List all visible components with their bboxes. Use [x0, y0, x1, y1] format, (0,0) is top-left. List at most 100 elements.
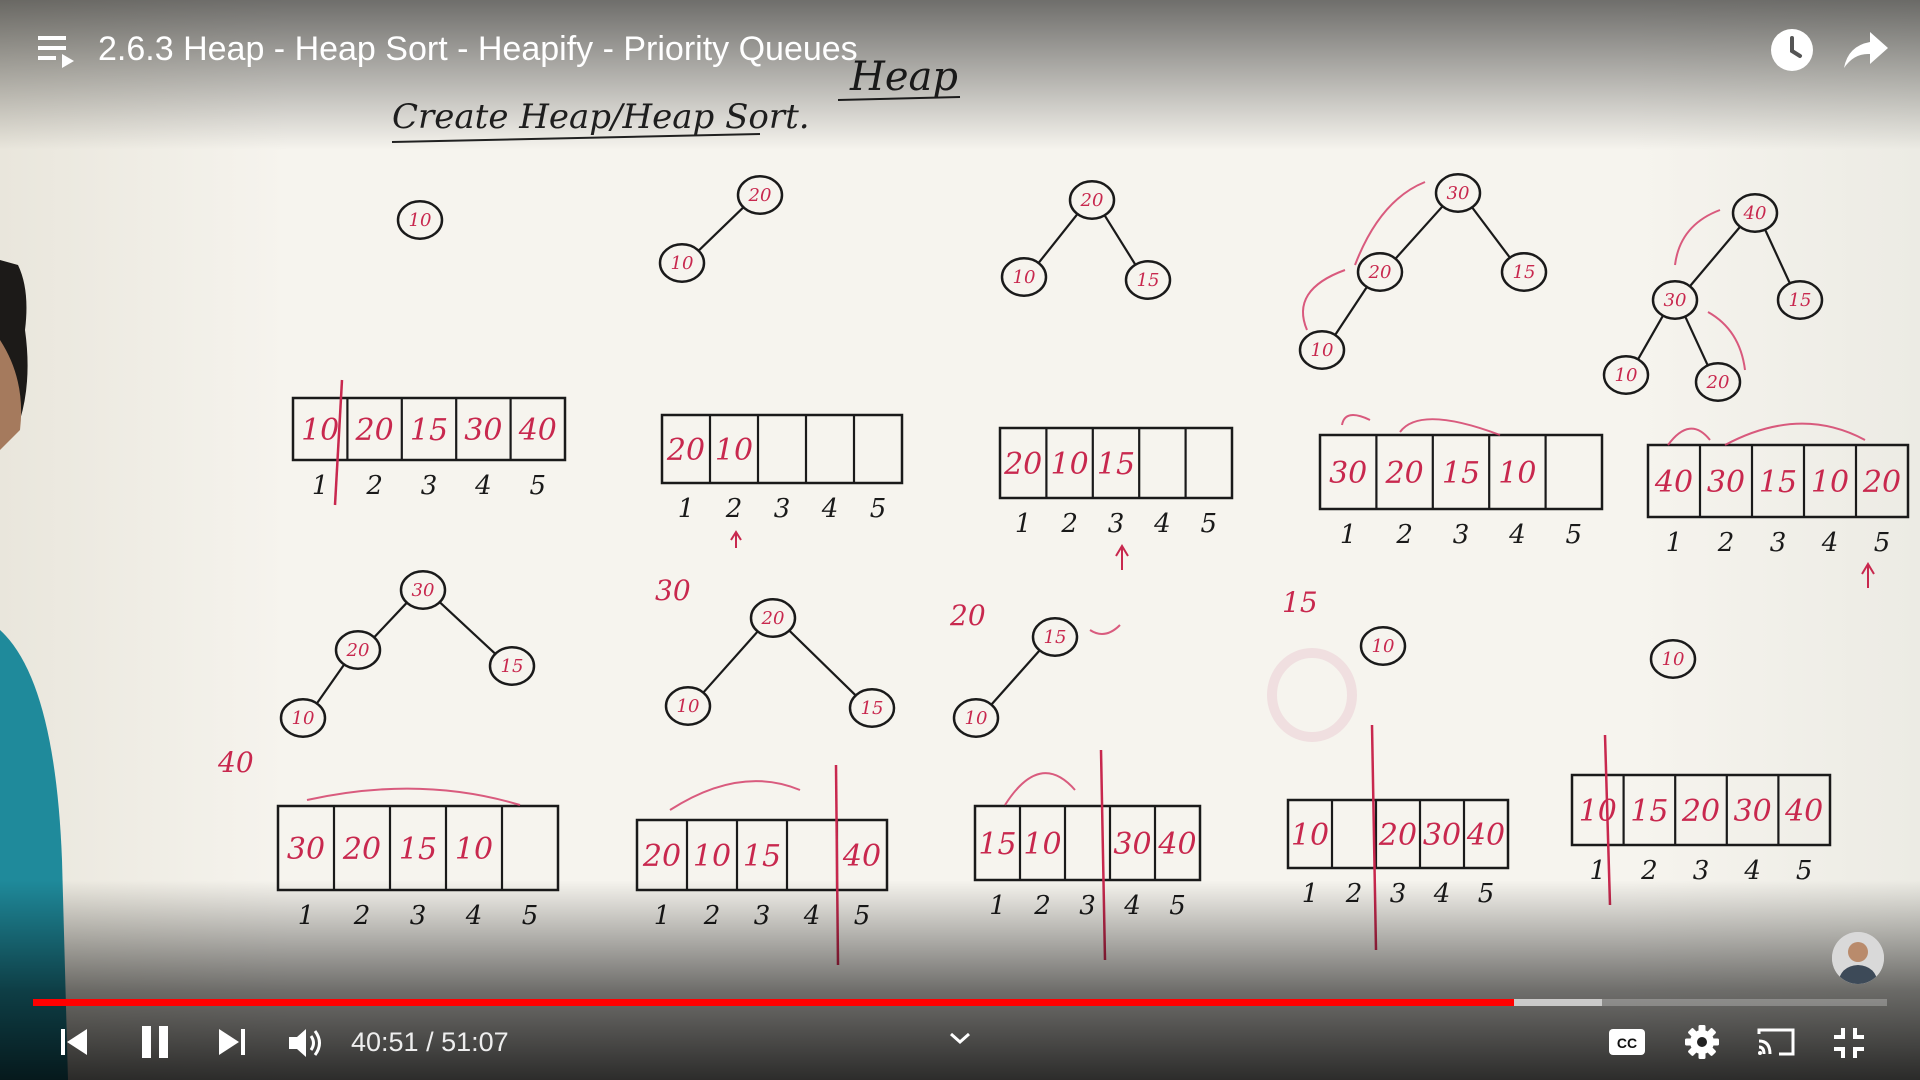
create-array-index: 5: [530, 471, 547, 501]
create-tree-1-node-label: 10: [409, 210, 432, 231]
delete-array-cell: 10: [693, 839, 731, 874]
delete-tree-3-node-label: 15: [1044, 627, 1067, 648]
skip-previous-icon[interactable]: [58, 1024, 90, 1060]
top-bar: 2.6.3 Heap - Heap Sort - Heapify - Prior…: [0, 0, 1920, 100]
create-tree-5: 40 30 15 10 20: [1602, 193, 1824, 402]
delete-array-cell: 40: [1466, 818, 1505, 853]
svg-text:CC: CC: [1617, 1035, 1637, 1051]
gear-icon[interactable]: [1684, 1024, 1720, 1060]
create-array-cell: 10: [715, 433, 753, 468]
delete-array-index: 2: [1640, 856, 1658, 886]
create-tree-3-node-label: 15: [1137, 270, 1160, 291]
delete-tree-3-node: 10: [952, 698, 1000, 738]
delete-array-cell: 30: [1734, 794, 1772, 829]
create-tree-3-node-label: 10: [1013, 267, 1036, 288]
create-array-index: 5: [1874, 528, 1891, 558]
delete-tree-5-node: 10: [1649, 639, 1697, 679]
delete-array-index: 5: [522, 901, 539, 931]
create-tree-5-node: 10: [1602, 355, 1650, 395]
delete-tree-1-node-label: 30: [412, 580, 435, 601]
volume-icon[interactable]: [286, 1024, 326, 1062]
delete-array-index: 4: [1743, 856, 1761, 886]
delete-array-index: 4: [1123, 891, 1141, 921]
create-array-index: 1: [1666, 528, 1683, 558]
delete-tree-2-node-label: 20: [761, 608, 785, 629]
presenter-silhouette: [0, 260, 68, 1080]
delete-array-cell: 20: [642, 839, 681, 874]
skip-next-icon[interactable]: [216, 1024, 248, 1060]
create-tree-4-node: 10: [1298, 330, 1346, 370]
create-tree-4-node-label: 10: [1311, 340, 1334, 361]
create-tree-2-node-label: 20: [748, 185, 772, 206]
video-title[interactable]: 2.6.3 Heap - Heap Sort - Heapify - Prior…: [98, 30, 858, 68]
create-array-cell: 10: [301, 413, 339, 448]
create-array-cell: 30: [1707, 465, 1745, 500]
playlist-icon[interactable]: [36, 30, 80, 70]
create-tree-5-node: 20: [1694, 362, 1742, 402]
delete-array-cell: 20: [342, 832, 381, 867]
create-tree-3-node: 15: [1124, 260, 1172, 300]
create-tree-2-node: 10: [658, 243, 706, 283]
create-tree-3-node: 20: [1068, 180, 1116, 220]
delete-array-cell: 40: [1157, 827, 1196, 862]
create-array-index: 1: [678, 494, 695, 524]
delete-array-index: 4: [803, 901, 821, 931]
delete-tree-1-node-label: 10: [292, 708, 315, 729]
create-array-index: 2: [1395, 520, 1413, 550]
create-array-cell: 15: [1759, 465, 1797, 500]
create-array-index: 3: [1108, 509, 1125, 539]
create-tree-1-node: 10: [396, 200, 444, 240]
create-array-cell: 10: [1498, 456, 1536, 491]
create-array-cell: 30: [1329, 456, 1367, 491]
delete-tree-4: 10: [1359, 626, 1407, 666]
create-array-cell: 20: [1003, 447, 1042, 482]
duration: 51:07: [441, 1027, 509, 1057]
delete-array-cell: 20: [1681, 794, 1720, 829]
removed-value: 15: [1282, 586, 1318, 619]
pause-icon[interactable]: [138, 1022, 172, 1062]
create-array-index: 3: [774, 494, 791, 524]
create-tree-4-node: 15: [1500, 252, 1548, 292]
share-arrow-icon[interactable]: [1840, 26, 1892, 74]
create-tree-4-node-label: 20: [1368, 262, 1392, 283]
create-tree-5-node-label: 40: [1743, 203, 1767, 224]
delete-tree-4-node-label: 10: [1372, 636, 1395, 657]
create-array-cell: 15: [1442, 456, 1480, 491]
closed-captions-icon[interactable]: CC: [1608, 1027, 1646, 1057]
create-tree-3-node-label: 20: [1080, 190, 1104, 211]
create-array-index: 2: [1060, 509, 1078, 539]
delete-tree-2-node: 10: [664, 686, 712, 726]
delete-tree-2: 20 10 15: [664, 598, 896, 728]
channel-avatar[interactable]: [1832, 932, 1884, 984]
delete-array-5: 10 15 20 30 40 1 2 3 4 5: [1570, 773, 1832, 886]
create-tree-5-node: 30: [1651, 280, 1699, 320]
delete-array-index: 5: [1169, 891, 1186, 921]
exit-fullscreen-icon[interactable]: [1832, 1026, 1866, 1060]
create-array-4: 30 20 15 10 1 2 3 4 5: [1318, 433, 1604, 550]
delete-array-cell: 20: [1378, 818, 1417, 853]
board-subheading: Create Heap/Heap Sort.: [392, 97, 810, 137]
delete-array-index: 3: [1693, 856, 1710, 886]
create-array-cell: 30: [464, 413, 502, 448]
delete-array-index: 5: [1478, 879, 1495, 909]
create-array-index: 1: [1015, 509, 1032, 539]
create-array-index: 4: [821, 494, 839, 524]
cast-icon[interactable]: [1756, 1026, 1796, 1058]
delete-array-cell: 10: [455, 832, 493, 867]
create-array-index: 4: [474, 471, 492, 501]
delete-array-index: 2: [1345, 879, 1363, 909]
create-array-index: 3: [421, 471, 438, 501]
create-array-3: 20 10 15 1 2 3 4 5: [998, 426, 1234, 539]
progress-bar[interactable]: [33, 999, 1887, 1006]
delete-tree-1-node: 15: [488, 646, 536, 686]
create-array-index: 4: [1821, 528, 1839, 558]
delete-array-cell: 10: [1023, 827, 1061, 862]
delete-array-cell: 10: [1579, 794, 1617, 829]
removed-value: 30: [655, 574, 691, 607]
create-array-index: 5: [1201, 509, 1218, 539]
clock-icon[interactable]: [1768, 26, 1816, 74]
chevron-down-icon[interactable]: [948, 1030, 972, 1046]
create-tree-3: 20 10 15: [1000, 180, 1172, 300]
